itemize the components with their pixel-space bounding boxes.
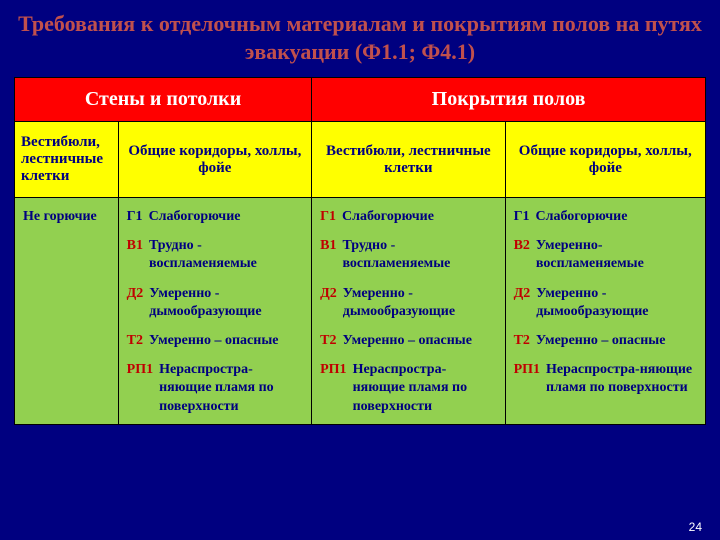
classification-line: РП1 Нераспростра-няющие пламя по поверхно…	[320, 361, 496, 416]
classification-desc: Умеренно - дымообразующие	[536, 285, 697, 321]
classification-code: Д2	[514, 285, 531, 303]
classification-code: РП1	[320, 361, 346, 379]
classification-desc: Умеренно – опасные	[536, 332, 666, 350]
header-floors: Покрытия полов	[312, 78, 706, 122]
classification-line: Д2 Умеренно - дымообразующие	[514, 285, 697, 321]
subheader-3: Общие коридоры, холлы, фойе	[505, 122, 705, 198]
classification-line: Д2 Умеренно - дымообразующие	[127, 285, 303, 321]
classification-line: Т2 Умеренно – опасные	[320, 332, 496, 350]
classification-line: Г1 Слабогорючие	[514, 208, 697, 226]
classification-line: В1 Трудно - воспламеняемые	[127, 237, 303, 273]
classification-code: Т2	[320, 332, 336, 350]
page-number: 24	[689, 520, 702, 534]
classification-line: Г1 Слабогорючие	[127, 208, 303, 226]
classification-desc: Нераспростра-няющие пламя по поверхности	[159, 361, 303, 416]
classification-desc: Нераспростра-няющие пламя по поверхности	[353, 361, 497, 416]
page-title: Требования к отделочным материалам и пок…	[14, 10, 706, 65]
classification-code: Т2	[127, 332, 143, 350]
classification-line: Д2 Умеренно - дымообразующие	[320, 285, 496, 321]
subheader-0: Вестибюли, лестничные клетки	[15, 122, 119, 198]
classification-desc: Слабогорючие	[149, 208, 241, 226]
classification-line: В2 Умеренно-воспламеняемые	[514, 237, 697, 273]
cell-noncombustible: Не горючие	[15, 198, 119, 425]
classification-desc: Умеренно-воспламеняемые	[536, 237, 697, 273]
classification-code: РП1	[127, 361, 153, 379]
classification-line: РП1 Нераспростра-няющие пламя по поверхно…	[514, 361, 697, 397]
classification-code: РП1	[514, 361, 540, 379]
header-walls-ceilings: Стены и потолки	[15, 78, 312, 122]
classification-code: Д2	[320, 285, 337, 303]
classification-desc: Слабогорючие	[536, 208, 628, 226]
classification-code: Г1	[127, 208, 143, 226]
subheader-2: Вестибюли, лестничные клетки	[312, 122, 505, 198]
classification-desc: Трудно - воспламеняемые	[149, 237, 303, 273]
classification-line: Г1 Слабогорючие	[320, 208, 496, 226]
classification-line: Т2 Умеренно – опасные	[127, 332, 303, 350]
classification-code: Г1	[320, 208, 336, 226]
classification-code: Д2	[127, 285, 144, 303]
classification-code: Т2	[514, 332, 530, 350]
classification-desc: Умеренно - дымообразующие	[149, 285, 303, 321]
classification-code: В1	[127, 237, 143, 255]
cell-col1: Г1 Слабогорючие В1 Трудно - воспламеняемые Д…	[118, 198, 311, 425]
subheader-1: Общие коридоры, холлы, фойе	[118, 122, 311, 198]
classification-line: РП1 Нераспростра-няющие пламя по поверхно…	[127, 361, 303, 416]
classification-line: Т2 Умеренно – опасные	[514, 332, 697, 350]
classification-code: В1	[320, 237, 336, 255]
classification-desc: Умеренно - дымообразующие	[343, 285, 497, 321]
classification-desc: Слабогорючие	[342, 208, 434, 226]
classification-desc: Нераспростра-няющие пламя по поверхности	[546, 361, 697, 397]
classification-desc: Умеренно – опасные	[342, 332, 472, 350]
cell-col2: Г1 Слабогорючие В1 Трудно - воспламеняемые Д…	[312, 198, 505, 425]
cell-col3: Г1 Слабогорючие В2 Умеренно-воспламеняемые Д…	[505, 198, 705, 425]
classification-desc: Трудно - воспламеняемые	[342, 237, 496, 273]
requirements-table: Стены и потолки Покрытия полов Вестибюли…	[14, 77, 706, 425]
classification-code: В2	[514, 237, 530, 255]
classification-code: Г1	[514, 208, 530, 226]
classification-line: В1 Трудно - воспламеняемые	[320, 237, 496, 273]
classification-desc: Умеренно – опасные	[149, 332, 279, 350]
